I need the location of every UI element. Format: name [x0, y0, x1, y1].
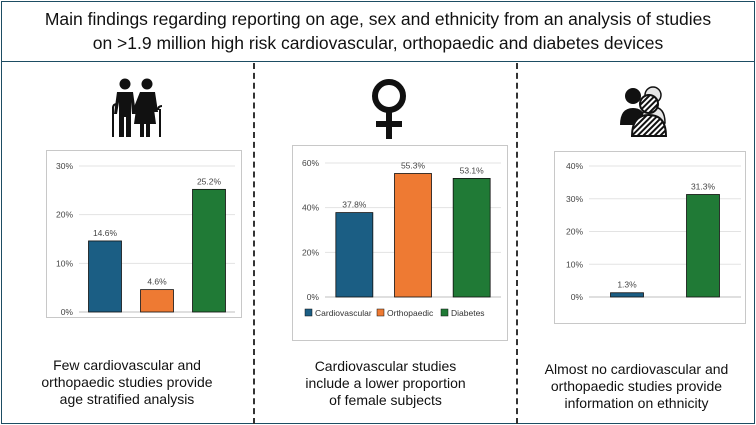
y-tick-label: 30%: [566, 194, 583, 204]
ethnicity-caption: Almost no cardiovascular and orthopaedic…: [519, 361, 754, 412]
y-tick-label: 0%: [307, 292, 320, 302]
y-tick-label: 20%: [56, 210, 73, 220]
sex-bar-chart: 0% 20% 40% 60% 37.8% 55.3% 53.1% Cardiovascular…: [292, 145, 508, 341]
sex-chart-svg: 0% 20% 40% 60% 37.8% 55.3% 53.1% Cardiovascular…: [302, 158, 501, 318]
bar-diabetes: [686, 194, 720, 298]
legend-swatch: [304, 308, 313, 317]
sex-caption-line-2: include a lower proportion: [305, 375, 466, 391]
ethnicity-caption-line-2: orthopaedic studies provide: [550, 378, 723, 394]
data-label: 55.3%: [401, 160, 426, 170]
title-line-1: Main findings regarding reporting on age…: [44, 9, 712, 29]
bar-diabetes: [452, 178, 491, 298]
panel-divider-2: [516, 63, 518, 424]
age-caption: Few cardiovascular and orthopaedic studi…: [2, 357, 252, 408]
data-label: 25.2%: [197, 176, 222, 186]
data-label: 53.1%: [460, 165, 485, 175]
y-tick-label: 10%: [566, 259, 583, 269]
ethnicity-caption-line-1: Almost no cardiovascular and: [544, 361, 729, 377]
ethnicity-caption-line-3: information on ethnicity: [564, 395, 709, 411]
y-tick-label: 20%: [302, 247, 319, 257]
y-tick-label: 30%: [56, 161, 73, 171]
age-caption-line-2: orthopaedic studies provide: [41, 374, 213, 390]
y-tick-label: 40%: [566, 161, 583, 171]
sex-caption-line-3: of female subjects: [329, 392, 442, 408]
legend-swatch: [376, 308, 385, 317]
ethnicity-bar-chart: 0% 10% 20% 30% 40% 1.3% 31.3%: [554, 151, 746, 324]
bar-orthopaedic: [140, 289, 174, 313]
y-tick-label: 0%: [571, 292, 584, 302]
y-tick-label: 60%: [302, 158, 319, 168]
legend-label: Orthopaedic: [387, 308, 434, 318]
age-chart-svg: 0% 10% 20% 30% 14.6% 4.6% 25.2%: [56, 161, 235, 317]
sex-caption-line-1: Cardiovascular studies: [314, 358, 457, 374]
age-caption-line-1: Few cardiovascular and: [53, 357, 201, 373]
y-tick-label: 0%: [61, 307, 74, 317]
age-caption-line-3: age stratified analysis: [59, 391, 195, 407]
figure-title: Main findings regarding reporting on age…: [1, 1, 755, 62]
data-label: 14.6%: [93, 228, 118, 238]
bar-cardiovascular: [88, 240, 122, 313]
age-bar-chart: 0% 10% 20% 30% 14.6% 4.6% 25.2%: [46, 150, 242, 318]
data-label: 37.8%: [342, 200, 367, 210]
data-label: 4.6%: [147, 277, 167, 287]
diverse-people-icon: [620, 86, 668, 137]
sex-caption: Cardiovascular studies include a lower p…: [256, 358, 515, 409]
bar-cardiovascular: [610, 292, 644, 298]
legend-swatch: [440, 308, 449, 317]
bar-diabetes: [192, 188, 226, 313]
panel-sex: 0% 20% 40% 60% 37.8% 55.3% 53.1% Cardiovascular…: [256, 63, 515, 424]
ethnicity-chart-svg: 0% 10% 20% 30% 40% 1.3% 31.3%: [566, 161, 741, 302]
panel-ethnicity: 0% 10% 20% 30% 40% 1.3% 31.3% Almost no cardio…: [519, 63, 754, 424]
female-symbol-icon: [372, 79, 406, 139]
y-tick-label: 10%: [56, 258, 73, 268]
y-tick-label: 20%: [566, 227, 583, 237]
title-line-2: on >1.9 million high risk cardiovascular…: [92, 33, 664, 53]
bar-cardiovascular: [335, 212, 374, 298]
panel-divider-1: [253, 63, 255, 424]
elderly-couple-icon: [112, 78, 162, 137]
legend-label: Cardiovascular: [315, 308, 372, 318]
bar-orthopaedic: [394, 173, 432, 298]
panel-age: 0% 10% 20% 30% 14.6% 4.6% 25.2% Few cardiovasc…: [2, 63, 252, 424]
y-tick-label: 40%: [302, 203, 319, 213]
legend-label: Diabetes: [451, 308, 485, 318]
data-label: 1.3%: [617, 280, 637, 290]
data-label: 31.3%: [691, 181, 716, 191]
